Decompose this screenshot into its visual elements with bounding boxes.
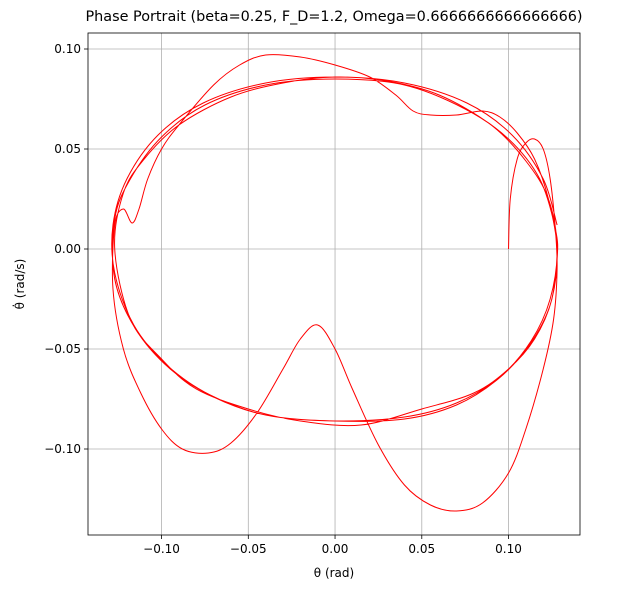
x-tick-label: −0.05: [230, 542, 267, 556]
trajectory-line: [111, 54, 559, 512]
y-tick-label: −0.10: [44, 442, 81, 456]
y-tick-label: 0.10: [54, 42, 81, 56]
x-axis-label: θ (rad): [314, 566, 354, 580]
x-tick-label: 0.05: [408, 542, 435, 556]
plot-frame: [87, 32, 581, 536]
y-tick-label: 0.05: [54, 142, 81, 156]
x-tick-label: −0.10: [143, 542, 180, 556]
y-tick-label: 0.00: [54, 242, 81, 256]
x-tick-label: 0.10: [495, 542, 522, 556]
chart-title: Phase Portrait (beta=0.25, F_D=1.2, Omeg…: [85, 9, 582, 25]
y-tick-label: −0.05: [44, 342, 81, 356]
y-axis-label: θ̇ (rad/s): [12, 259, 27, 310]
x-tick-label: 0.00: [322, 542, 349, 556]
